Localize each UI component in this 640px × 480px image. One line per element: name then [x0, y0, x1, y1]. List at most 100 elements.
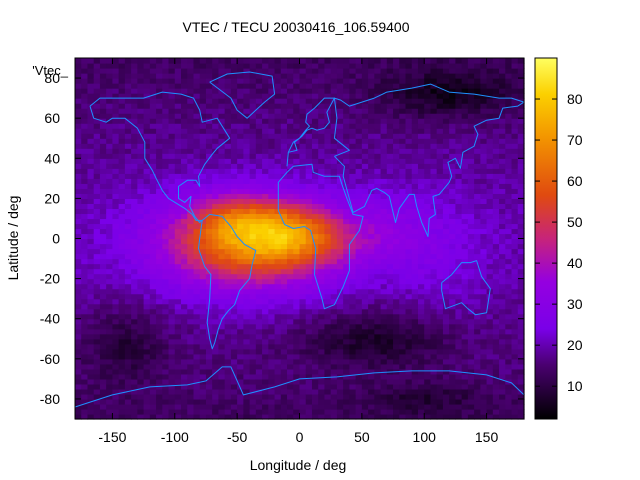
heatmap-cell	[181, 398, 188, 405]
heatmap-cell	[417, 323, 425, 330]
heatmap-cell	[212, 278, 220, 285]
heatmap-cell	[336, 133, 344, 139]
heatmap-cell	[81, 388, 89, 395]
heatmap-cell	[243, 213, 251, 220]
heatmap-cell	[405, 193, 413, 199]
heatmap-cell	[305, 73, 313, 79]
heatmap-cell	[280, 228, 288, 235]
heatmap-cell	[137, 233, 145, 240]
heatmap-cell	[386, 303, 394, 310]
heatmap-cell	[355, 298, 363, 305]
heatmap-cell	[174, 63, 182, 69]
heatmap-cell	[355, 193, 363, 199]
heatmap-cell	[499, 158, 506, 164]
heatmap-cell	[499, 173, 506, 179]
heatmap-cell	[299, 223, 307, 230]
heatmap-cell	[212, 273, 220, 280]
heatmap-cell	[268, 403, 276, 410]
heatmap-cell	[274, 223, 282, 230]
heatmap-cell	[230, 308, 238, 315]
heatmap-cell	[486, 238, 494, 245]
heatmap-cell	[230, 213, 238, 220]
heatmap-cell	[137, 108, 145, 114]
heatmap-cell	[461, 103, 469, 109]
heatmap-cell	[330, 353, 338, 360]
heatmap-cell	[118, 243, 126, 250]
heatmap-cell	[268, 318, 276, 325]
heatmap-cell	[99, 388, 107, 395]
heatmap-cell	[156, 283, 163, 290]
heatmap-cell	[368, 358, 375, 365]
heatmap-cell	[106, 173, 114, 179]
heatmap-cell	[393, 233, 400, 240]
heatmap-cell	[368, 298, 375, 305]
heatmap-cell	[474, 168, 481, 174]
heatmap-cell	[361, 353, 369, 360]
heatmap-cell	[118, 178, 126, 184]
heatmap-cell	[224, 313, 232, 320]
heatmap-cell	[461, 298, 469, 305]
heatmap-cell	[442, 373, 450, 380]
heatmap-cell	[492, 133, 500, 139]
heatmap-cell	[106, 368, 114, 375]
heatmap-cell	[230, 263, 238, 270]
heatmap-cell	[336, 403, 344, 410]
heatmap-cell	[486, 103, 494, 109]
heatmap-cell	[405, 98, 413, 104]
heatmap-cell	[405, 188, 413, 194]
heatmap-cell	[168, 293, 176, 300]
heatmap-cell	[361, 413, 369, 420]
heatmap-cell	[474, 243, 481, 250]
heatmap-cell	[249, 173, 257, 179]
heatmap-cell	[87, 258, 95, 265]
heatmap-cell	[492, 158, 500, 164]
heatmap-cell	[442, 223, 450, 230]
heatmap-cell	[461, 348, 469, 355]
heatmap-cell	[280, 403, 288, 410]
heatmap-cell	[280, 258, 288, 265]
heatmap-cell	[218, 203, 226, 210]
heatmap-cell	[162, 278, 170, 285]
heatmap-cell	[343, 78, 350, 84]
heatmap-cell	[380, 303, 388, 310]
heatmap-cell	[361, 398, 369, 405]
heatmap-cell	[224, 218, 232, 225]
heatmap-cell	[492, 343, 500, 350]
heatmap-cell	[181, 288, 188, 295]
heatmap-cell	[205, 123, 213, 129]
heatmap-cell	[467, 93, 475, 99]
heatmap-cell	[149, 403, 157, 410]
heatmap-cell	[474, 178, 481, 184]
heatmap-cell	[106, 223, 114, 230]
heatmap-cell	[274, 323, 282, 330]
heatmap-cell	[480, 103, 488, 109]
heatmap-cell	[411, 158, 419, 164]
heatmap-cell	[193, 358, 201, 365]
heatmap-cell	[492, 113, 500, 119]
heatmap-cell	[124, 143, 132, 149]
heatmap-cell	[205, 188, 213, 194]
heatmap-cell	[393, 283, 400, 290]
heatmap-cell	[118, 108, 126, 114]
heatmap-cell	[368, 138, 375, 144]
heatmap-cell	[305, 233, 313, 240]
heatmap-cell	[405, 358, 413, 365]
heatmap-cell	[417, 348, 425, 355]
heatmap-cell	[417, 408, 425, 415]
heatmap-cell	[442, 333, 450, 340]
heatmap-cell	[374, 398, 382, 405]
heatmap-cell	[75, 383, 82, 390]
heatmap-cell	[349, 93, 357, 99]
heatmap-cell	[480, 368, 488, 375]
heatmap-cell	[442, 108, 450, 114]
heatmap-cell	[349, 343, 357, 350]
heatmap-cell	[480, 63, 488, 69]
heatmap-cell	[168, 258, 176, 265]
heatmap-cell	[262, 358, 269, 365]
heatmap-cell	[380, 263, 388, 270]
heatmap-cell	[368, 283, 375, 290]
heatmap-cell	[461, 293, 469, 300]
heatmap-cell	[424, 188, 432, 194]
heatmap-cell	[162, 108, 170, 114]
heatmap-cell	[218, 343, 226, 350]
